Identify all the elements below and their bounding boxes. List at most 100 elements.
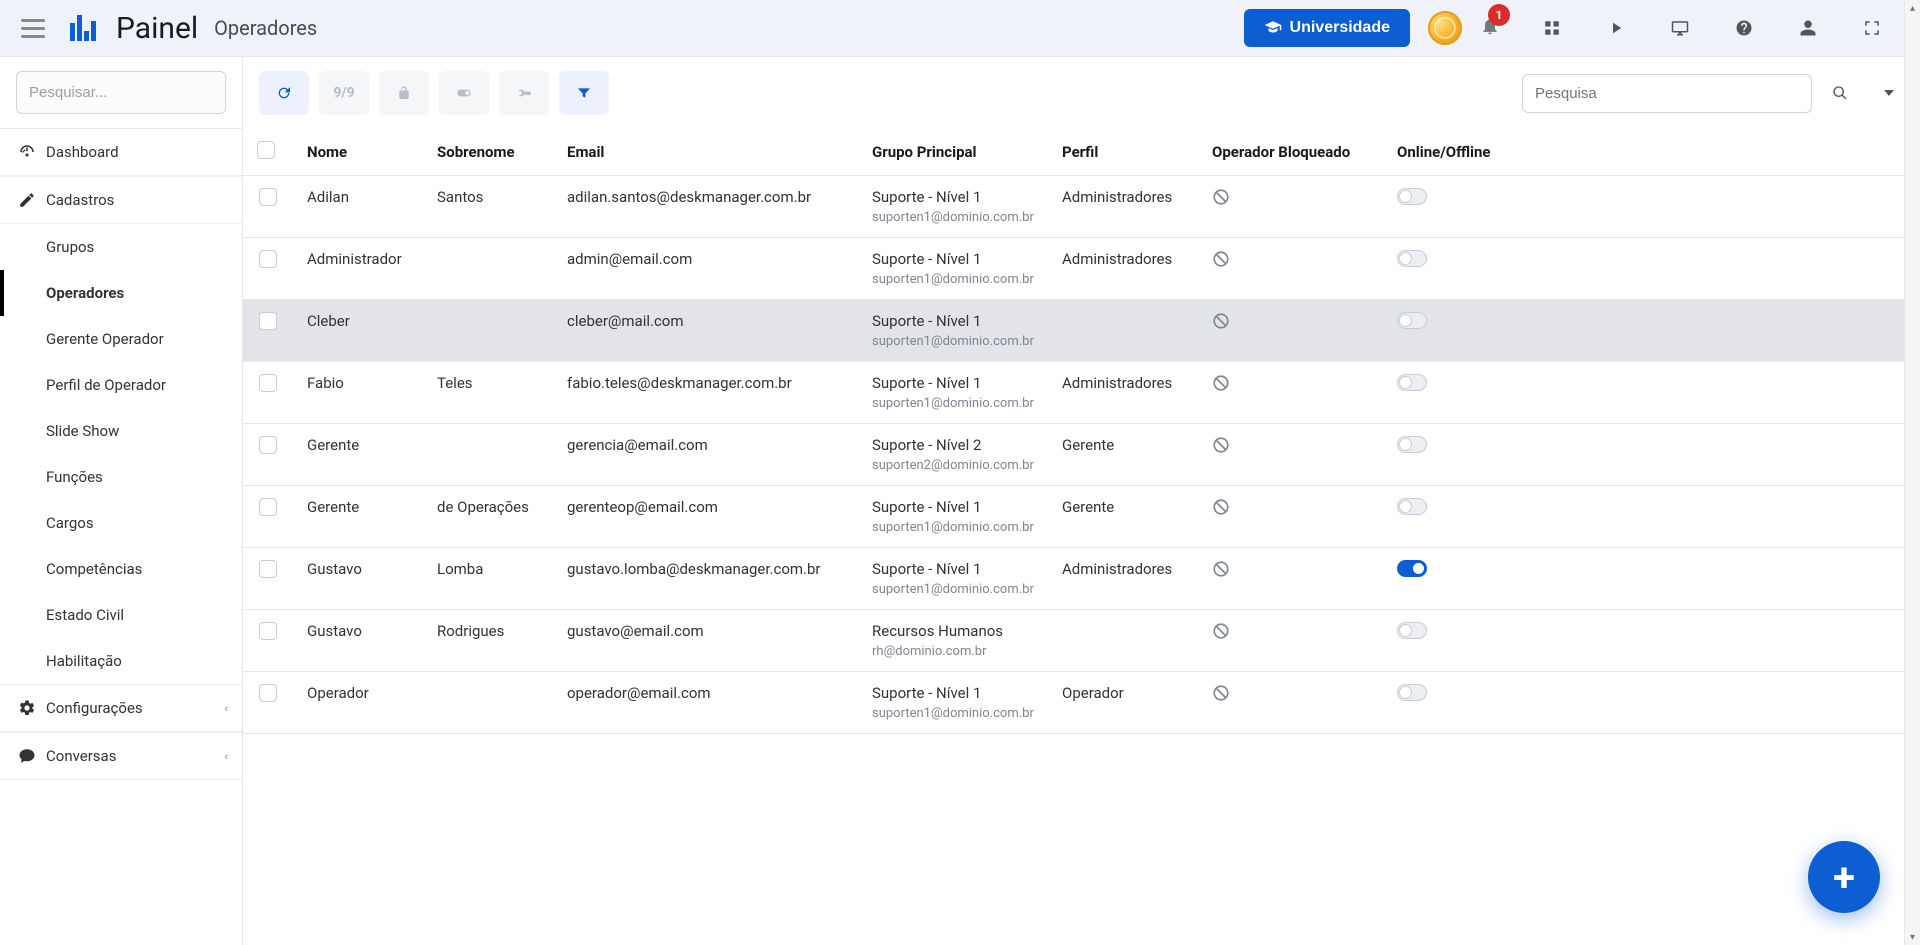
table-search-input[interactable] bbox=[1522, 74, 1812, 113]
filter-button[interactable] bbox=[559, 71, 609, 115]
menu-icon[interactable] bbox=[20, 15, 46, 41]
search-icon[interactable] bbox=[1822, 85, 1858, 101]
sidebar-item-operadores[interactable]: Operadores bbox=[0, 270, 242, 316]
column-header-perfil[interactable]: Perfil bbox=[1048, 129, 1198, 176]
university-button[interactable]: Universidade bbox=[1244, 9, 1410, 47]
cell-online bbox=[1383, 424, 1920, 486]
table-row[interactable]: Clebercleber@mail.comSuporte - Nível 1su… bbox=[243, 300, 1920, 362]
sidebar-section-configurações[interactable]: Configurações‹ bbox=[0, 684, 242, 732]
bell-icon bbox=[1480, 24, 1500, 40]
play-icon[interactable] bbox=[1596, 19, 1636, 37]
online-toggle[interactable] bbox=[1397, 560, 1427, 577]
sidebar-item-label: Dashboard bbox=[46, 143, 119, 161]
sidebar-item-slide-show[interactable]: Slide Show bbox=[0, 408, 242, 454]
university-button-label: Universidade bbox=[1290, 19, 1390, 37]
sidebar-item-gerente-operador[interactable]: Gerente Operador bbox=[0, 316, 242, 362]
sidebar-item-perfil-de-operador[interactable]: Perfil de Operador bbox=[0, 362, 242, 408]
scrollbar[interactable]: ▴ ▾ bbox=[1904, 0, 1920, 945]
cell-grupo: Suporte - Nível 1suporten1@dominio.com.b… bbox=[858, 362, 1048, 424]
column-header-online[interactable]: Online/Offline bbox=[1383, 129, 1920, 176]
logo-icon[interactable] bbox=[70, 15, 96, 41]
online-toggle[interactable] bbox=[1397, 312, 1427, 329]
online-toggle[interactable] bbox=[1397, 250, 1427, 267]
cell-grupo-sub: suporten1@dominio.com.br bbox=[872, 272, 1034, 287]
row-checkbox[interactable] bbox=[259, 312, 277, 330]
table-row[interactable]: Gerentegerencia@email.comSuporte - Nível… bbox=[243, 424, 1920, 486]
sidebar-item-label: Perfil de Operador bbox=[46, 376, 166, 394]
cell-email: gustavo.lomba@deskmanager.com.br bbox=[553, 548, 858, 610]
fullscreen-icon[interactable] bbox=[1852, 19, 1892, 37]
cell-sobrenome: Rodrigues bbox=[423, 610, 553, 672]
sidebar-item-label: Cargos bbox=[46, 514, 94, 532]
cell-grupo: Suporte - Nível 1suporten1@dominio.com.b… bbox=[858, 548, 1048, 610]
sidebar-item-label: Grupos bbox=[46, 238, 94, 256]
column-header-email[interactable]: Email bbox=[553, 129, 858, 176]
row-checkbox[interactable] bbox=[259, 684, 277, 702]
search-options-dropdown[interactable] bbox=[1868, 90, 1904, 96]
sidebar-section-dashboard[interactable]: Dashboard bbox=[0, 129, 242, 176]
table-row[interactable]: Gerentede Operaçõesgerenteop@email.comSu… bbox=[243, 486, 1920, 548]
user-icon[interactable] bbox=[1788, 19, 1828, 37]
table-row[interactable]: FabioTelesfabio.teles@deskmanager.com.br… bbox=[243, 362, 1920, 424]
apps-icon[interactable] bbox=[1532, 19, 1572, 37]
table-row[interactable]: AdilanSantosadilan.santos@deskmanager.co… bbox=[243, 176, 1920, 238]
cell-grupo: Suporte - Nível 2suporten2@dominio.com.b… bbox=[858, 424, 1048, 486]
sidebar-item-cargos[interactable]: Cargos bbox=[0, 500, 242, 546]
column-header-sobrenome[interactable]: Sobrenome bbox=[423, 129, 553, 176]
sidebar-item-grupos[interactable]: Grupos bbox=[0, 224, 242, 270]
online-toggle[interactable] bbox=[1397, 374, 1427, 391]
sidebar-item-habilitação[interactable]: Habilitação bbox=[0, 638, 242, 684]
row-checkbox[interactable] bbox=[259, 188, 277, 206]
cell-bloqueado bbox=[1198, 610, 1383, 672]
sidebar-item-label: Competências bbox=[46, 560, 142, 578]
cell-email: operador@email.com bbox=[553, 672, 858, 734]
column-header-bloqueado[interactable]: Operador Bloqueado bbox=[1198, 129, 1383, 176]
cell-grupo-sub: suporten1@dominio.com.br bbox=[872, 396, 1034, 411]
sidebar-search-input[interactable] bbox=[16, 71, 226, 114]
cell-grupo-sub: suporten1@dominio.com.br bbox=[872, 520, 1034, 535]
cell-perfil: Administradores bbox=[1048, 548, 1198, 610]
table-row[interactable]: Operadoroperador@email.comSuporte - Níve… bbox=[243, 672, 1920, 734]
column-header-nome[interactable]: Nome bbox=[293, 129, 423, 176]
row-checkbox[interactable] bbox=[259, 498, 277, 516]
row-checkbox[interactable] bbox=[259, 436, 277, 454]
cell-sobrenome bbox=[423, 424, 553, 486]
sidebar-item-funções[interactable]: Funções bbox=[0, 454, 242, 500]
row-checkbox[interactable] bbox=[259, 622, 277, 640]
sidebar-item-competências[interactable]: Competências bbox=[0, 546, 242, 592]
cell-email: gerencia@email.com bbox=[553, 424, 858, 486]
cell-nome: Gustavo bbox=[293, 548, 423, 610]
monitor-icon[interactable] bbox=[1660, 19, 1700, 37]
help-icon[interactable] bbox=[1724, 19, 1764, 37]
cell-grupo-sub: suporten1@dominio.com.br bbox=[872, 210, 1034, 225]
row-checkbox[interactable] bbox=[259, 374, 277, 392]
online-toggle[interactable] bbox=[1397, 436, 1427, 453]
online-toggle[interactable] bbox=[1397, 684, 1427, 701]
cell-grupo: Suporte - Nível 1suporten1@dominio.com.b… bbox=[858, 238, 1048, 300]
cell-bloqueado bbox=[1198, 300, 1383, 362]
coin-icon[interactable] bbox=[1428, 11, 1462, 45]
table-row[interactable]: Administradoradmin@email.comSuporte - Ní… bbox=[243, 238, 1920, 300]
online-toggle[interactable] bbox=[1397, 622, 1427, 639]
select-all-checkbox[interactable] bbox=[257, 141, 275, 159]
sidebar-item-estado-civil[interactable]: Estado Civil bbox=[0, 592, 242, 638]
notifications-button[interactable]: 1 bbox=[1480, 16, 1500, 40]
add-button[interactable]: + bbox=[1808, 841, 1880, 913]
online-toggle[interactable] bbox=[1397, 498, 1427, 515]
row-checkbox[interactable] bbox=[259, 560, 277, 578]
refresh-button[interactable] bbox=[259, 71, 309, 115]
cell-bloqueado bbox=[1198, 672, 1383, 734]
table-row[interactable]: GustavoLombagustavo.lomba@deskmanager.co… bbox=[243, 548, 1920, 610]
sidebar-item-label: Operadores bbox=[46, 284, 124, 302]
cell-perfil: Administradores bbox=[1048, 176, 1198, 238]
table-row[interactable]: GustavoRodriguesgustavo@email.comRecurso… bbox=[243, 610, 1920, 672]
row-checkbox[interactable] bbox=[259, 250, 277, 268]
toolbar: 9/9 bbox=[243, 57, 1920, 129]
cell-bloqueado bbox=[1198, 424, 1383, 486]
sidebar-section-conversas[interactable]: Conversas‹ bbox=[0, 732, 242, 780]
cell-online bbox=[1383, 486, 1920, 548]
column-header-grupo[interactable]: Grupo Principal bbox=[858, 129, 1048, 176]
chevron-left-icon: ‹ bbox=[224, 749, 228, 763]
sidebar-section-cadastros[interactable]: Cadastros bbox=[0, 176, 242, 224]
online-toggle[interactable] bbox=[1397, 188, 1427, 205]
